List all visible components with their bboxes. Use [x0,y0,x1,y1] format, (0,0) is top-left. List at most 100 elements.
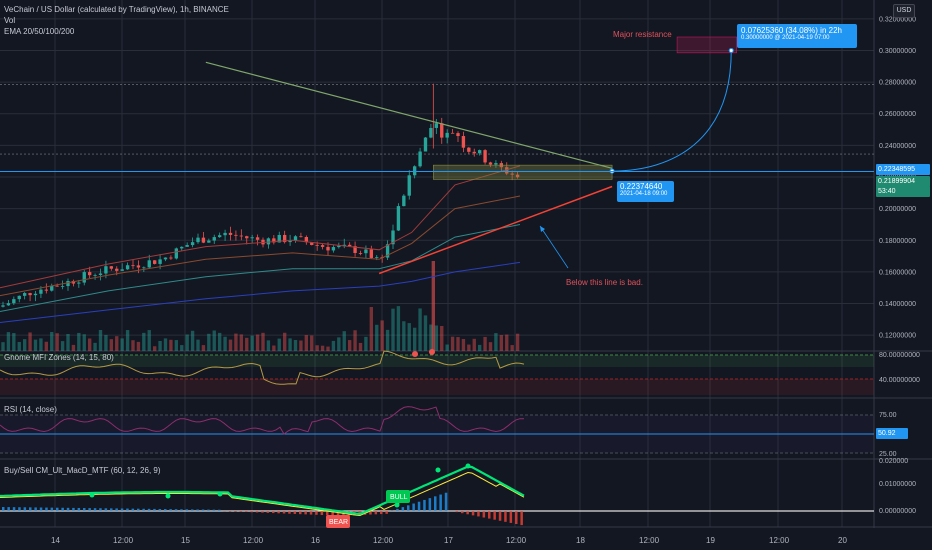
volume-bar [60,341,65,351]
candle-body [407,175,411,196]
volume-bar [342,331,346,351]
volume-bar [299,340,303,351]
mfi-line [0,350,525,385]
macd-histogram-bar [471,511,475,516]
volume-bar [245,337,249,351]
candle-body [109,266,114,269]
candle-body [152,260,157,264]
time-tick-label: 17 [444,536,453,545]
time-tick-label: 19 [706,536,715,545]
macd-histogram-bar [7,507,10,511]
volume-bar [483,336,487,351]
currency-button[interactable]: USD [893,4,915,18]
candle-body [87,272,92,276]
candle-body [472,151,476,154]
volume-bar [104,334,108,351]
below-line-label: Below this line is bad. [566,278,643,287]
volume-bar [33,339,38,351]
rsi-legend: RSI (14, close) [4,405,57,414]
price-tick-label: 0.20000000 [879,206,916,213]
macd-histogram-bar [439,494,442,511]
macd-legend: Buy/Sell CM_Ult_MacD_MTF (60, 12, 26, 9) [4,466,161,475]
candle-body [39,289,43,294]
volume-bar [93,342,97,351]
candle-body [217,235,222,238]
price-tick-label: 0.28000000 [879,80,916,87]
candle-body [60,286,65,287]
ema-line-ema-200 [0,261,521,323]
volume-bar [315,345,319,351]
rsi-tick-label: 75.00 [879,412,897,419]
macd-histogram-bar [444,492,448,511]
candle-body [450,132,455,134]
current-price-label: 0.22348595 [876,164,930,175]
macd-histogram-bar [401,507,405,511]
macd-histogram-bar [455,511,459,513]
volume-bar [234,333,238,351]
candle-body [331,247,336,251]
start-tooltip: 0.22374640 2021-04-18 09:00 [617,181,674,202]
macd-cross-dot [435,467,441,473]
volume-bar [337,337,341,351]
macd-histogram-bar [466,511,469,515]
time-tick-label: 12:00 [506,536,527,545]
volume-bar [115,336,119,351]
candle-body [190,242,195,246]
candle-body [288,240,292,243]
mfi-oversold-zone [0,379,874,395]
macd-histogram-bar [385,511,388,514]
price-tick-label: 0.18000000 [879,238,916,245]
volume-bar [77,332,81,351]
candle-body [396,206,401,231]
candle-body [375,257,379,258]
macd-cross-dot [465,463,471,469]
volume-bar [266,340,271,351]
volume-bar [228,339,233,351]
candle-body [266,238,271,245]
macd-histogram-bar [461,511,464,514]
volume-bar [169,339,173,351]
candle-body [445,132,449,138]
pointer-arrow-head [540,226,545,232]
candle-body [369,249,374,258]
candle-body [50,285,54,291]
mfi-tick-label: 40.00000000 [879,377,920,384]
volume-bar [353,330,357,351]
ema-line-ema-20 [0,165,521,289]
candle-body [223,232,227,236]
macd-histogram-bar [380,511,383,515]
volume-bar [385,329,390,351]
volume-bar [152,346,157,351]
mfi-tick-label: 80.00000000 [879,352,920,359]
volume-bar [239,334,244,351]
volume-bar [320,345,325,351]
volume-bar [147,330,151,351]
volume-bar [17,342,21,351]
volume-bar [396,306,401,351]
volume-bar [66,333,70,351]
volume-bar [461,338,466,351]
macd-histogram-bar [261,511,264,513]
candle-body [315,244,319,246]
macd-histogram-bar [407,505,410,511]
candle-body [310,242,314,245]
volume-legend: Vol [4,16,16,25]
volume-bar [50,331,54,351]
mfi-signal-dot [429,349,435,355]
volume-bar [358,342,363,351]
candle-body [77,282,81,284]
macd-histogram-bar [56,507,59,511]
volume-bar [472,338,476,351]
candle-body [28,293,32,296]
macd-histogram-bar [488,511,491,519]
time-tick-label: 16 [311,536,320,545]
macd-histogram-bar [191,509,194,511]
macd-histogram-bar [61,507,64,511]
volume-bar [217,332,222,351]
volume-bar [277,338,281,351]
time-tick-label: 12:00 [769,536,790,545]
macd-histogram-bar [99,508,102,511]
candle-body [477,150,482,154]
macd-histogram-bar [250,511,253,513]
